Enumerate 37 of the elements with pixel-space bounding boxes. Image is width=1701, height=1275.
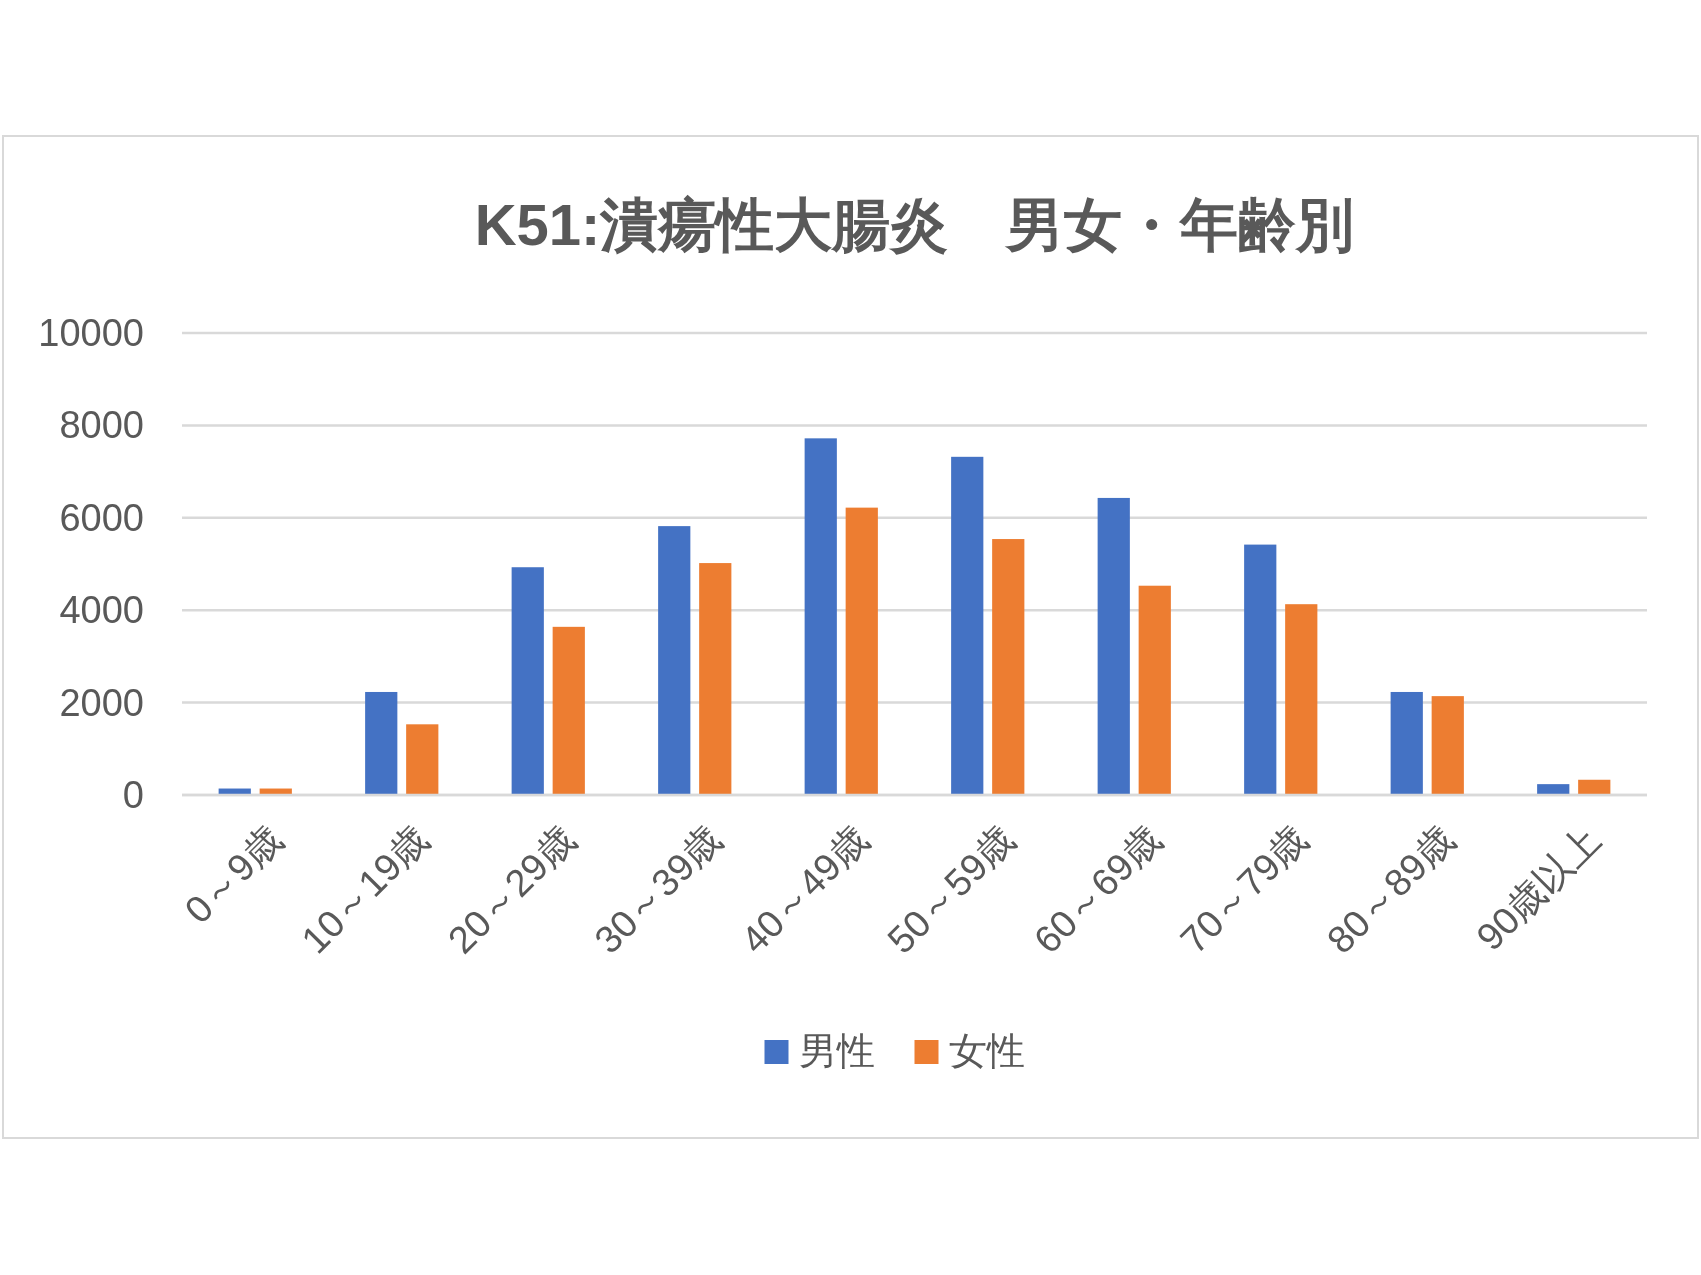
bar: [658, 526, 691, 795]
x-tick-label: 70～79歳: [1172, 818, 1316, 962]
x-tick-label: 80～89歳: [1318, 818, 1463, 962]
y-tick-label: 10000: [38, 312, 144, 354]
y-tick-label: 6000: [59, 496, 144, 539]
bar: [951, 456, 984, 795]
x-tick-label: 20～29歳: [439, 818, 584, 962]
chart-title: K51:潰瘍性大腸炎 男女・年齢別: [474, 192, 1355, 257]
x-tick-label: 40～49歳: [732, 818, 877, 962]
x-tick-label: 0～9歳: [176, 818, 291, 932]
legend-label: 女性: [948, 1030, 1025, 1072]
x-tick-label: 90歳以上: [1468, 818, 1609, 959]
bar: [1578, 779, 1611, 795]
legend-label: 男性: [798, 1030, 875, 1072]
bar: [1138, 585, 1171, 795]
x-tick-label: 30～39歳: [586, 818, 730, 962]
bar: [552, 626, 585, 795]
bar: [365, 691, 398, 795]
bar: [1097, 497, 1130, 795]
y-tick-label: 4000: [59, 589, 144, 632]
bar: [1431, 696, 1464, 795]
x-tick-label: 10～19歳: [293, 818, 437, 962]
bar: [992, 539, 1025, 795]
bar: [1390, 691, 1423, 795]
bar: [804, 438, 837, 795]
bar: [1244, 544, 1277, 795]
bar: [699, 563, 732, 795]
bar: [1537, 784, 1570, 795]
bar: [845, 507, 878, 795]
y-tick-label: 2000: [59, 681, 144, 724]
y-tick-label: 8000: [59, 404, 144, 447]
x-tick-label: 60～69歳: [1025, 818, 1170, 962]
bar: [511, 567, 544, 795]
bar: [1285, 604, 1318, 795]
y-tick-label: 0: [122, 774, 144, 816]
bar: [406, 724, 439, 795]
x-tick-label: 50～59歳: [879, 818, 1023, 962]
